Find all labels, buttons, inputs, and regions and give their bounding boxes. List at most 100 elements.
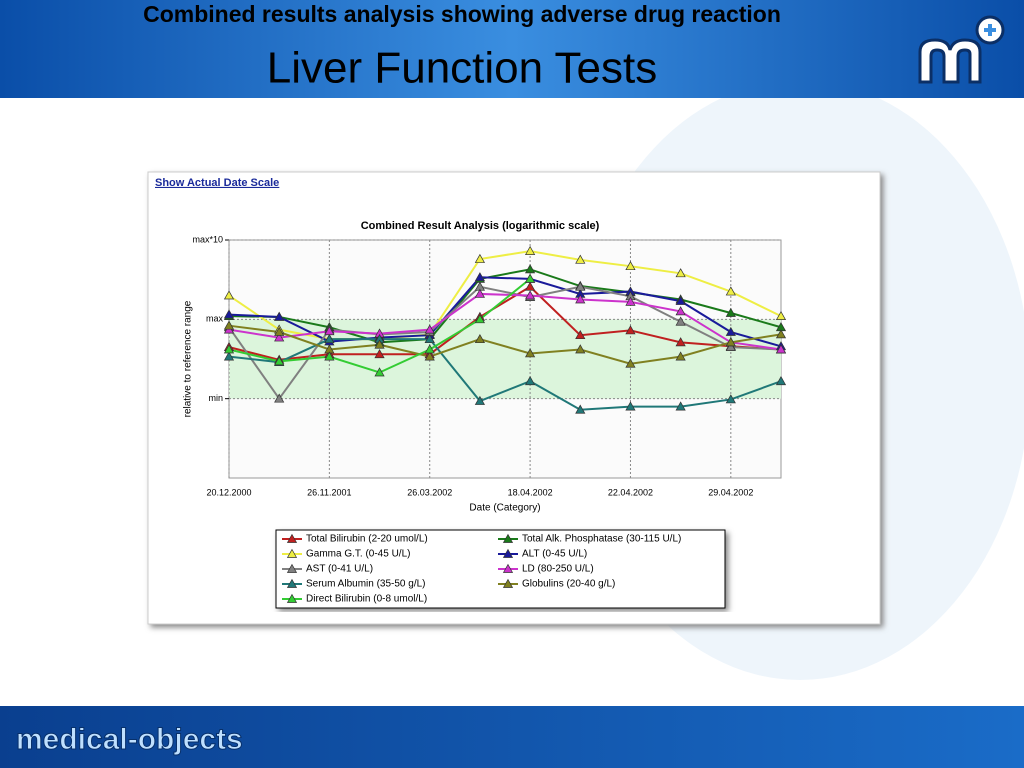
point-marker — [675, 316, 686, 326]
series-line — [228, 338, 782, 411]
header-band — [0, 0, 1024, 98]
point-marker — [625, 401, 636, 411]
point-marker — [575, 294, 586, 304]
point-marker — [524, 245, 536, 255]
legend-marker — [286, 563, 298, 573]
point-marker — [775, 310, 787, 321]
y-tick-label: max*10 — [192, 234, 223, 244]
x-tick-label: 29.04.2002 — [708, 487, 753, 497]
point-marker — [274, 332, 285, 342]
series-line — [228, 285, 782, 401]
y-tick-label: max — [206, 314, 224, 324]
x-tick-label: 26.03.2002 — [407, 487, 452, 497]
slide-title: Liver Function Tests — [267, 44, 657, 93]
point-marker — [725, 326, 736, 336]
series-line — [228, 268, 782, 344]
point-marker — [775, 344, 787, 354]
legend-marker — [286, 578, 298, 588]
point-marker — [625, 358, 636, 368]
point-marker — [575, 404, 586, 414]
point-marker — [675, 306, 686, 316]
point-marker — [223, 320, 235, 330]
point-marker — [675, 295, 686, 305]
point-marker — [775, 375, 787, 386]
point-marker — [424, 351, 435, 361]
slide-heading: Combined results analysis showing advers… — [143, 1, 781, 27]
legend-label: Total Bilirubin (2-20 umol/L) — [306, 534, 428, 545]
point-marker — [675, 401, 686, 411]
series-line — [228, 285, 782, 361]
point-marker — [324, 351, 335, 361]
legend-label: Total Alk. Phosphatase (30-115 U/L) — [522, 534, 681, 545]
y-tick-label: min — [208, 393, 223, 403]
chart-title: Combined Result Analysis (logarithmic sc… — [361, 220, 600, 232]
point-marker — [575, 281, 586, 291]
x-tick-label: 22.04.2002 — [608, 487, 653, 497]
x-tick-label: 26.11.2001 — [307, 487, 351, 497]
legend-label: Globulins (20-40 g/L) — [522, 579, 615, 590]
legend-label: ALT (0-45 U/L) — [522, 549, 587, 560]
legend-marker — [286, 533, 298, 543]
legend-marker — [502, 563, 514, 573]
point-marker — [575, 329, 586, 340]
point-marker — [625, 325, 636, 335]
legend-marker — [502, 578, 514, 588]
point-marker — [725, 286, 736, 296]
point-marker — [524, 375, 536, 386]
footer-band — [0, 706, 1024, 768]
date-scale-link[interactable]: Show Actual Date Scale — [155, 177, 279, 189]
legend-marker — [286, 548, 298, 558]
series-line — [228, 276, 782, 348]
x-tick-label: 20.12.2000 — [206, 487, 251, 497]
point-marker — [675, 337, 686, 347]
point-marker — [524, 348, 536, 358]
plot: min max max*10 20.12.2000 26.11.2001 26.03.20… — [192, 234, 787, 609]
point-marker — [274, 311, 285, 321]
point-marker — [424, 344, 435, 354]
point-marker — [374, 349, 385, 359]
point-marker — [775, 329, 787, 339]
point-marker — [524, 273, 536, 283]
point-marker — [675, 268, 686, 278]
point-marker — [274, 356, 285, 366]
point-marker — [374, 367, 385, 377]
logo-m — [918, 15, 1005, 84]
series-line — [228, 292, 782, 351]
series-line — [228, 324, 782, 365]
point-marker — [274, 393, 285, 403]
point-marker — [223, 309, 235, 319]
point-marker — [524, 264, 536, 274]
point-marker — [424, 333, 435, 344]
legend-label: Direct Bilirubin (0-8 umol/L) — [306, 594, 427, 605]
point-marker — [474, 272, 486, 282]
point-marker — [575, 344, 586, 354]
x-axis-label: Date (Category) — [469, 503, 540, 514]
point-marker — [424, 324, 435, 334]
point-marker — [474, 253, 486, 263]
legend-label: Gamma G.T. (0-45 U/L) — [306, 549, 410, 560]
point-marker — [625, 296, 636, 306]
point-marker — [575, 254, 586, 264]
point-marker — [474, 333, 486, 344]
point-marker — [324, 333, 335, 344]
legend-label: Serum Albumin (35-50 g/L) — [306, 579, 426, 590]
point-marker — [223, 290, 235, 300]
point-marker — [474, 395, 486, 405]
legend-marker — [502, 548, 514, 558]
point-marker — [524, 290, 536, 300]
point-marker — [725, 341, 736, 351]
legend-marker — [286, 593, 298, 603]
point-marker — [223, 344, 235, 354]
point-marker — [625, 260, 636, 271]
legend-label: AST (0-41 U/L) — [306, 564, 373, 575]
footer-logo: medical-objects — [16, 723, 243, 756]
point-marker — [725, 394, 736, 404]
y-axis-label: relative to reference range — [183, 300, 194, 417]
point-marker — [274, 326, 285, 336]
point-marker — [725, 337, 736, 347]
point-marker — [223, 351, 235, 361]
point-marker — [374, 339, 385, 349]
point-marker — [474, 314, 486, 324]
point-marker — [524, 281, 536, 291]
